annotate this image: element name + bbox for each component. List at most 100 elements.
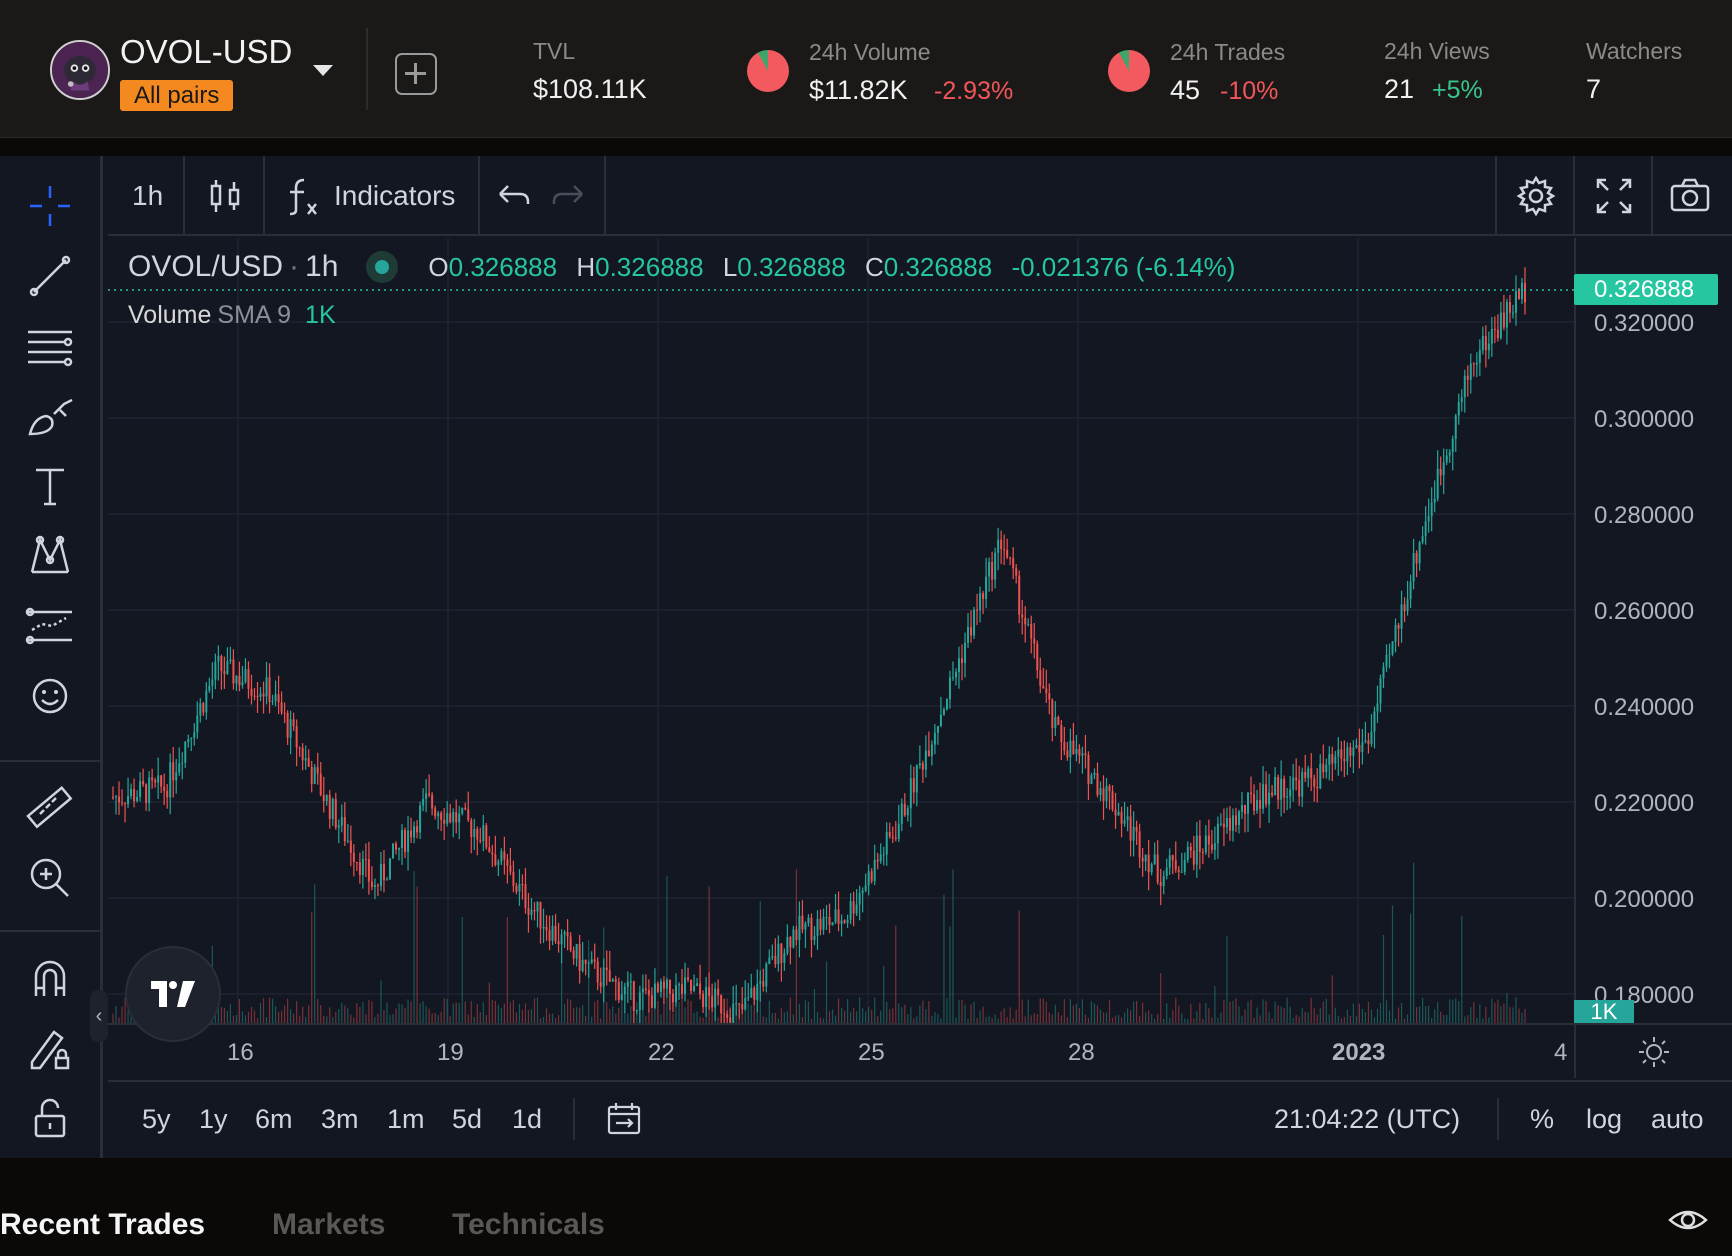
candle-body: [268, 677, 271, 702]
camera-icon[interactable]: [1668, 156, 1712, 236]
tradingview-logo-icon: [151, 981, 195, 1007]
function-icon[interactable]: [282, 156, 326, 236]
volume-bar: [127, 1009, 129, 1023]
fullscreen-icon[interactable]: [1592, 156, 1636, 236]
range-1d[interactable]: 1d: [512, 1103, 543, 1134]
candle-body: [1198, 835, 1201, 852]
volume-bar: [1036, 1014, 1038, 1023]
candle-body: [1060, 725, 1063, 742]
settings-gear-icon[interactable]: [1514, 156, 1558, 236]
candle-body: [930, 744, 933, 757]
price-chart[interactable]: [108, 238, 1574, 1023]
range-3m[interactable]: 3m: [321, 1103, 359, 1134]
candle-body: [762, 981, 765, 987]
candle-body: [834, 909, 837, 923]
open-key: O: [428, 251, 449, 282]
candles-icon[interactable]: [204, 156, 248, 236]
volume-bar: [458, 1003, 460, 1023]
undo-icon[interactable]: [490, 156, 534, 236]
price-axis[interactable]: [1574, 238, 1732, 1023]
brush-icon[interactable]: [22, 388, 78, 444]
add-pair-button[interactable]: [395, 53, 437, 95]
pair-name[interactable]: OVOL-USD: [120, 33, 293, 70]
horizontal-lines-icon[interactable]: [22, 318, 78, 374]
collapse-toolbar-handle[interactable]: ‹: [90, 990, 108, 1042]
candle-body: [193, 732, 196, 738]
candle-body: [229, 659, 232, 662]
volume-legend-label[interactable]: Volume: [128, 301, 212, 329]
candle-body: [404, 829, 407, 852]
candle-body: [1150, 864, 1153, 873]
volume-bar: [895, 925, 897, 1023]
volume-bar: [1280, 1006, 1282, 1023]
candle-body: [422, 799, 425, 806]
volume-bar: [1009, 1007, 1011, 1023]
log-scale-toggle[interactable]: log: [1586, 1103, 1623, 1134]
unlock-icon[interactable]: [22, 1090, 78, 1146]
volume-bar: [500, 1007, 502, 1023]
range-5y[interactable]: 5y: [142, 1103, 171, 1134]
low-key: L: [722, 251, 738, 282]
eye-icon[interactable]: [1668, 1200, 1708, 1240]
candle-body: [145, 784, 148, 803]
volume-bar: [991, 1017, 993, 1023]
utc-clock[interactable]: 21:04:22 (UTC): [1274, 1103, 1461, 1134]
range-1m[interactable]: 1m: [387, 1103, 425, 1134]
candle-body: [1247, 792, 1250, 814]
time-axis[interactable]: [108, 1023, 1574, 1078]
candle-body: [623, 986, 626, 995]
volume-bar: [563, 1004, 566, 1023]
candle-body: [467, 809, 470, 821]
lock-drawings-icon[interactable]: [22, 1020, 78, 1076]
tab-technicals[interactable]: Technicals: [452, 1208, 605, 1241]
all-pairs-badge[interactable]: All pairs: [120, 80, 234, 111]
candle-body: [1018, 575, 1021, 615]
legend-symbol[interactable]: OVOL/USD: [128, 250, 284, 283]
candle-body: [524, 884, 527, 909]
candle-body: [163, 786, 166, 791]
pair-avatar[interactable]: [50, 40, 110, 100]
emoji-icon[interactable]: [22, 668, 78, 724]
sun-theme-icon[interactable]: [1637, 1035, 1671, 1069]
open-value: 0.326888: [448, 251, 558, 282]
candle-body: [1147, 854, 1150, 873]
range-6m[interactable]: 6m: [255, 1103, 293, 1134]
date-range-calendar-icon[interactable]: [606, 1080, 642, 1158]
candle-body: [202, 703, 205, 713]
pattern-icon[interactable]: [22, 528, 78, 584]
volume-bar: [819, 1017, 822, 1023]
percent-scale-toggle[interactable]: %: [1530, 1103, 1555, 1134]
volume-bar: [913, 1018, 915, 1023]
candle-body: [1030, 623, 1033, 639]
auto-scale-toggle[interactable]: auto: [1651, 1103, 1704, 1134]
candle-body: [1514, 291, 1517, 313]
volume-bar: [910, 1007, 912, 1023]
volume-bar: [431, 1013, 433, 1023]
crosshair-icon[interactable]: [22, 178, 78, 234]
volume-bar: [1476, 1017, 1478, 1023]
volume-bar: [582, 1005, 584, 1023]
candle-body: [1271, 792, 1274, 796]
volume-bar: [1289, 1006, 1291, 1023]
prediction-icon[interactable]: [22, 598, 78, 654]
candle-body: [148, 777, 151, 803]
tab-markets[interactable]: Markets: [272, 1208, 386, 1241]
tab-recent-trades[interactable]: Recent Trades: [0, 1208, 206, 1241]
trend-line-icon[interactable]: [22, 248, 78, 304]
volume-bar: [1467, 1015, 1469, 1023]
chevron-down-icon[interactable]: [313, 65, 333, 76]
text-tool-icon[interactable]: [22, 458, 78, 514]
interval-selector[interactable]: 1h: [132, 180, 164, 211]
ruler-icon[interactable]: [22, 780, 78, 836]
range-1y[interactable]: 1y: [199, 1103, 228, 1134]
range-5d[interactable]: 5d: [452, 1103, 483, 1134]
volume-bar: [853, 1007, 855, 1023]
tradingview-logo[interactable]: [125, 946, 221, 1042]
redo-icon[interactable]: [548, 156, 592, 236]
magnet-icon[interactable]: [22, 950, 78, 1006]
indicators-button[interactable]: Indicators: [334, 180, 456, 211]
market-status-icon[interactable]: [366, 251, 399, 283]
candle-body: [1045, 688, 1048, 694]
candle-body: [578, 944, 581, 971]
zoom-in-icon[interactable]: [22, 850, 78, 906]
